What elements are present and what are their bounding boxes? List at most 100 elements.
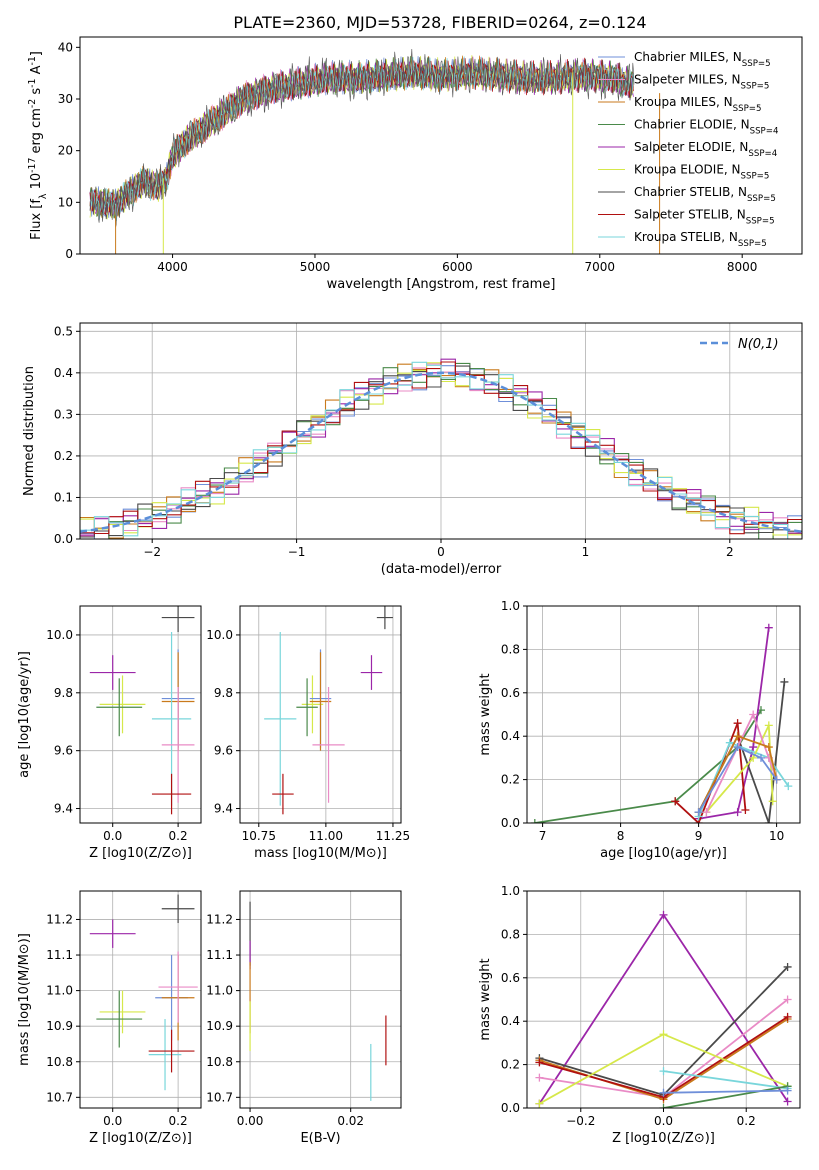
observed-spectrum-line [89, 48, 635, 228]
mass-weight-line [697, 745, 778, 813]
plot-area-mass_vs_Z [89, 894, 198, 1091]
axes-weight_vs_Z: −0.2 0.0 0.2 0.0 0.2 0.4 0.6 0.8 1.0 Z [log10(Z/Z… [478, 884, 801, 1146]
mass-weight-marker [659, 910, 668, 919]
mass-weight-marker [749, 710, 758, 719]
x-tick-label: 0.00 [237, 1114, 264, 1128]
y-tick-label: 10.9 [46, 1019, 73, 1033]
y-tick-label: 9.4 [214, 802, 233, 816]
y-tick-label: 11.0 [46, 984, 73, 998]
y-tick-label: 10.8 [206, 1055, 233, 1069]
y-tick-label: 10.9 [206, 1019, 233, 1033]
y-tick-label: 11.2 [206, 912, 233, 926]
x-axis-label: wavelength [Angstrom, rest frame] [327, 277, 556, 292]
y-tick-label: 0.3 [54, 407, 73, 421]
mass-weight-marker [741, 805, 750, 814]
error-bar-point [89, 655, 136, 690]
mass-weight-marker [783, 962, 792, 971]
mass-weight-line [663, 1089, 788, 1094]
y-tick-label: 0.4 [501, 1014, 520, 1028]
plot-area-weight_vs_Z [535, 910, 792, 1108]
axes-frame [79, 322, 803, 540]
y-axis-label: mass [log10(M/M⊙)] [17, 933, 32, 1066]
x-axis-label: Z [log10(Z/Z⊙)] [89, 1131, 192, 1146]
error-bar-point [309, 652, 332, 751]
mass-weight-line [697, 735, 778, 813]
axes-mass_vs_ebv: 0.00 0.02 10.7 10.8 10.9 11.0 11.1 11.2 E(B-V) [206, 890, 402, 1146]
x-tick-label: 0.2 [737, 1114, 756, 1128]
axes-frame [79, 890, 202, 1109]
y-tick-label: 0.0 [54, 532, 73, 546]
mass-weight-marker [725, 738, 734, 747]
mass-weight-marker [733, 808, 742, 817]
y-tick-label: 9.8 [54, 686, 73, 700]
plot-area-spectrum [89, 48, 661, 254]
legend-label: Salpeter MILES, NSSP=5 [634, 73, 769, 92]
y-tick-label: 10.0 [206, 628, 233, 642]
plot-area-mass_vs_ebv [249, 901, 387, 1101]
y-tick-label: 0.4 [501, 729, 520, 743]
x-tick-label: 0.2 [169, 1114, 188, 1128]
mass-weight-line [663, 1085, 788, 1108]
y-tick-label: 9.8 [214, 686, 233, 700]
mass-weight-marker [659, 1088, 668, 1097]
x-axis-label: mass [log10(M/M⊙)] [254, 846, 387, 861]
mass-weight-marker [783, 1097, 792, 1106]
plot-area-weight_vs_age [530, 623, 793, 823]
x-axis-label: (data-model)/error [381, 562, 502, 577]
x-axis-label: Z [log10(Z/Z⊙)] [612, 1131, 715, 1146]
y-tick-label: 0.0 [501, 1101, 520, 1115]
x-tick-label: 2 [726, 545, 734, 559]
mass-weight-marker [535, 1099, 544, 1108]
axes-frame [79, 605, 202, 824]
y-tick-label: 10 [58, 195, 73, 209]
error-bar-point [151, 773, 192, 815]
mass-weight-marker [784, 782, 793, 791]
legend-label: Chabrier MILES, NSSP=5 [634, 50, 771, 69]
y-tick-label: 9.6 [54, 744, 73, 758]
mass-weight-marker [783, 1086, 792, 1095]
x-tick-label: −1 [288, 545, 306, 559]
mass-weight-marker [749, 743, 758, 752]
y-tick-label: 0.5 [54, 324, 73, 338]
y-tick-label: 0 [65, 247, 73, 261]
y-tick-label: 20 [58, 144, 73, 158]
mass-weight-marker [772, 775, 781, 784]
x-tick-label: 0.0 [654, 1114, 673, 1128]
y-tick-label: 1.0 [501, 599, 520, 613]
error-bar-point [99, 990, 146, 1034]
error-bar-point [264, 632, 297, 806]
y-tick-label: 10.8 [46, 1055, 73, 1069]
x-axis-label: age [log10(age/yr)] [600, 846, 727, 861]
x-tick-label: −0.2 [566, 1114, 595, 1128]
mass-weight-marker [780, 677, 789, 686]
error-bar-point [376, 606, 393, 630]
x-tick-label: 0.0 [103, 1114, 122, 1128]
axes-frame [526, 605, 801, 824]
mass-weight-marker [764, 743, 773, 752]
mass-weight-marker [764, 623, 773, 632]
mass-weight-marker [757, 753, 765, 762]
normal-distribution-line [80, 371, 802, 533]
error-bar-point [158, 951, 198, 1023]
x-tick-label: 11.00 [309, 829, 343, 843]
mass-weight-marker [535, 1058, 544, 1067]
axes-frame [79, 36, 803, 255]
mass-weight-marker [733, 743, 742, 752]
figure-title: PLATE=2360, MJD=53728, FIBERID=0264, z=0… [233, 13, 646, 32]
mass-weight-marker [783, 1012, 792, 1021]
legend-label: Chabrier STELIB, NSSP=5 [634, 185, 776, 204]
legend-label: Kroupa MILES, NSSP=5 [634, 95, 762, 114]
y-tick-label: 0.8 [501, 927, 520, 941]
error-bar-point [148, 1019, 182, 1091]
legend-label: Kroupa ELODIE, NSSP=5 [634, 163, 769, 182]
y-axis-label: age [log10(age/yr)] [17, 651, 32, 778]
legend-label: N(0,1) [738, 337, 779, 352]
x-tick-label: 8000 [727, 260, 758, 274]
error-bar-point [161, 606, 195, 633]
mass-weight-marker [659, 1030, 668, 1039]
y-axis-label: Normed distribution [22, 366, 37, 496]
x-tick-label: 0.2 [169, 829, 188, 843]
axes-frame [526, 890, 801, 1109]
y-axis-label: mass weight [478, 958, 493, 1040]
error-bar-point [89, 919, 136, 948]
